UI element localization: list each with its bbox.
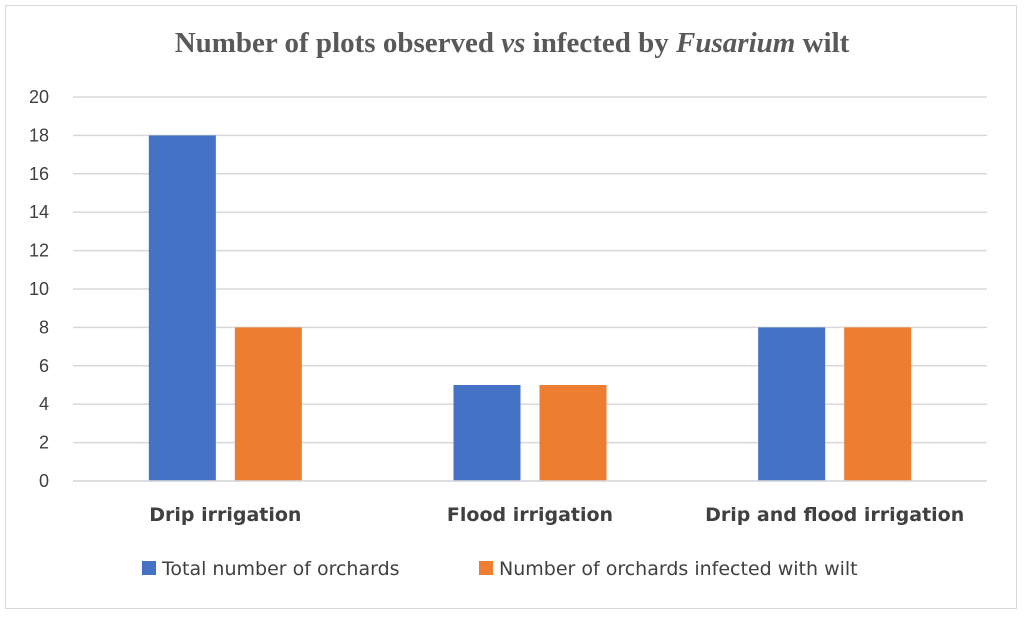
y-tick-label-0: 0 (39, 471, 49, 491)
y-tick-label-20: 20 (29, 87, 49, 107)
y-tick-label-8: 8 (39, 317, 49, 337)
bar-0-1 (234, 327, 302, 481)
chart-title-part-2: infected by (525, 27, 677, 59)
x-tick-label-2: Drip and flood irrigation (705, 504, 964, 526)
legend-swatch-0 (142, 561, 156, 575)
legend-label-0: Total number of orchards (161, 558, 400, 580)
y-tick-label-14: 14 (29, 202, 49, 222)
chart-title-part-0: Number of plots observed (174, 27, 502, 59)
y-tick-label-16: 16 (29, 164, 49, 184)
y-tick-label-18: 18 (29, 125, 49, 145)
y-tick-label-12: 12 (29, 241, 49, 261)
chart-title-part-4: wilt (795, 27, 850, 59)
legend-swatch-1 (479, 561, 493, 575)
x-tick-label-0: Drip irrigation (149, 504, 301, 526)
y-tick-label-4: 4 (39, 394, 49, 414)
y-tick-label-6: 6 (39, 356, 49, 376)
bar-2-0 (758, 327, 826, 481)
bar-0-0 (148, 135, 216, 481)
bar-1-0 (453, 385, 521, 481)
bar-1-1 (539, 385, 607, 481)
chart-title-part-3: Fusarium (676, 27, 796, 59)
legend-label-1: Number of orchards infected with wilt (499, 558, 858, 580)
y-tick-label-10: 10 (29, 279, 49, 299)
y-tick-label-2: 2 (39, 433, 49, 453)
chart-title: Number of plots observed vs infected by … (0, 27, 1024, 60)
x-tick-label-1: Flood irrigation (447, 504, 613, 526)
chart-title-part-1: vs (501, 27, 526, 59)
bar-2-1 (844, 327, 912, 481)
